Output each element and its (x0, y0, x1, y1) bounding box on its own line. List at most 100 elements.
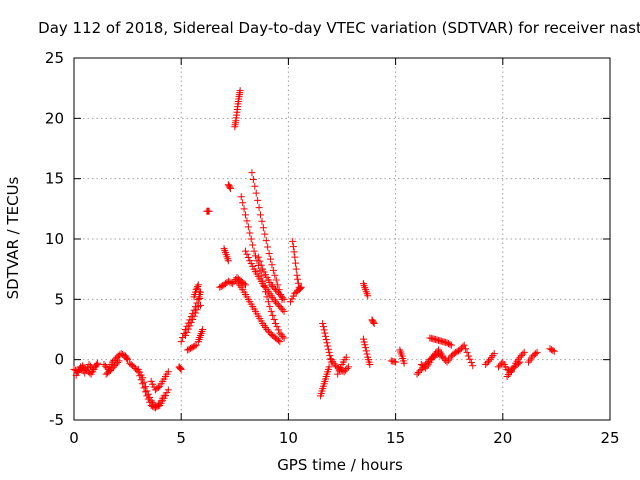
data-point (244, 254, 252, 262)
data-point (343, 365, 351, 373)
data-point (227, 279, 235, 287)
data-point (469, 362, 477, 370)
data-point (140, 378, 148, 386)
data-point (199, 326, 207, 333)
y-tick-label: 15 (45, 170, 64, 188)
y-axis-ticks: -5 0 5 10 15 20 25 (45, 49, 610, 429)
data-point (205, 207, 213, 215)
data-point (273, 287, 281, 295)
data-point (196, 301, 204, 309)
data-point (244, 223, 252, 231)
data-point (413, 370, 421, 378)
data-point (257, 261, 265, 269)
data-point (466, 355, 474, 363)
data-point (462, 345, 470, 353)
data-point (191, 342, 199, 350)
data-point (280, 334, 288, 342)
data-point (279, 306, 287, 314)
data-point (254, 196, 262, 204)
data-point (414, 369, 422, 377)
data-point (533, 348, 541, 356)
data-point (89, 365, 97, 373)
data-point (547, 346, 555, 354)
data-point (279, 332, 287, 340)
data-point (111, 362, 119, 370)
data-point (289, 237, 297, 245)
data-point (263, 293, 271, 301)
data-point (335, 367, 343, 375)
data-point (439, 352, 447, 360)
data-point (444, 340, 452, 348)
data-point (100, 360, 108, 368)
data-point (291, 253, 299, 261)
data-point (272, 276, 280, 284)
data-point (274, 326, 282, 334)
data-point (509, 365, 517, 373)
data-point (430, 351, 438, 359)
data-point (130, 363, 138, 371)
data-point (293, 271, 301, 279)
data-point (289, 243, 297, 251)
data-point (277, 331, 285, 339)
y-tick-label: 5 (54, 290, 64, 308)
data-point (263, 326, 271, 333)
data-point (267, 281, 275, 289)
data-point (193, 299, 201, 307)
data-point (392, 358, 400, 366)
data-point (297, 284, 305, 292)
data-point (546, 345, 554, 353)
data-point (273, 299, 281, 307)
data-point (452, 348, 460, 356)
x-axis-label: GPS time / hours (277, 456, 403, 474)
data-point (276, 338, 284, 346)
data-point (183, 328, 191, 336)
data-point (264, 327, 272, 335)
data-point (325, 363, 333, 371)
data-point (227, 184, 235, 192)
data-point (324, 345, 332, 353)
data-point (336, 365, 344, 373)
data-point (123, 354, 131, 362)
data-point (257, 211, 265, 219)
data-point (119, 350, 127, 358)
y-tick-label: 25 (45, 49, 64, 67)
data-point (268, 261, 276, 269)
x-tick-label: 0 (69, 429, 79, 447)
data-point (344, 363, 352, 371)
data-point (520, 348, 528, 356)
data-point (247, 235, 255, 243)
data-point (273, 323, 281, 331)
data-point (519, 350, 527, 358)
y-tick-label: 0 (54, 351, 64, 369)
data-point (420, 363, 428, 371)
data-point (252, 189, 260, 197)
data-point (236, 87, 244, 95)
data-point (248, 169, 256, 177)
data-point (242, 247, 250, 255)
data-point (191, 309, 199, 317)
data-point (240, 205, 248, 213)
data-point (334, 370, 342, 378)
data-point (194, 281, 202, 289)
y-tick-label: 10 (45, 230, 64, 248)
data-point (272, 319, 280, 327)
data-point (256, 257, 264, 265)
data-point (272, 286, 280, 294)
data-point (144, 390, 152, 398)
x-tick-label: 20 (493, 429, 512, 447)
data-point (532, 350, 540, 358)
data-point (251, 182, 259, 190)
data-point (400, 359, 408, 367)
data-point (239, 199, 247, 207)
data-point (277, 292, 285, 300)
data-point (250, 247, 258, 255)
data-point (460, 341, 468, 349)
data-point (550, 347, 558, 355)
data-point (189, 315, 197, 323)
data-point (517, 352, 525, 360)
data-point (280, 295, 288, 303)
data-point (453, 348, 461, 356)
data-point (252, 252, 260, 260)
data-point (363, 350, 371, 358)
